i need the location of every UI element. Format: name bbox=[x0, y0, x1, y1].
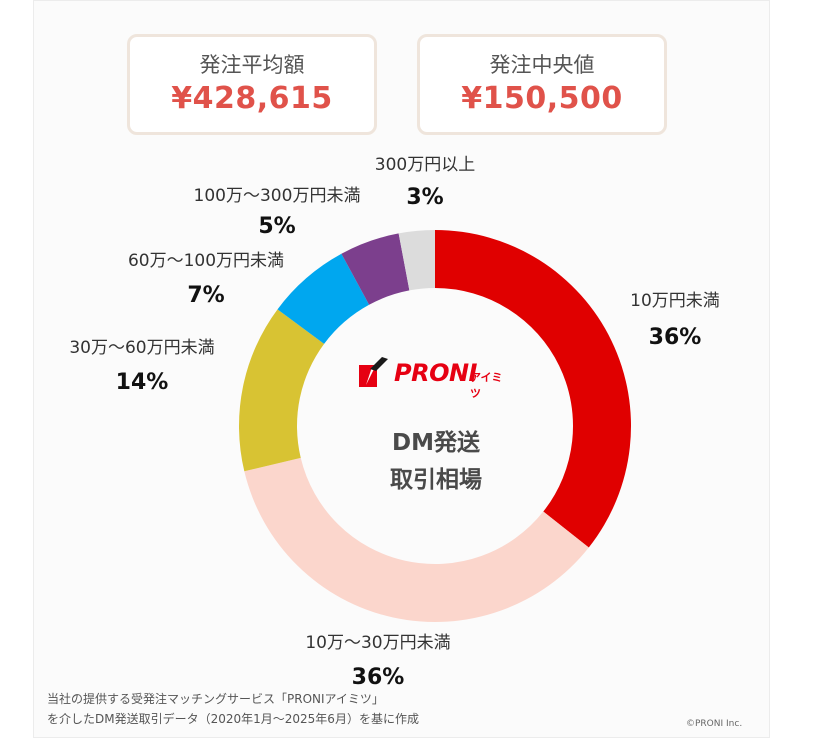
donut-slice-2 bbox=[244, 457, 589, 622]
slice-value-label: 7% bbox=[187, 283, 224, 308]
average-price-value: ¥428,615 bbox=[171, 81, 333, 116]
slice-category-label: 30万～60万円未満 bbox=[69, 338, 214, 358]
slice-category-label: 10万円未満 bbox=[630, 291, 720, 311]
footnote-line-2: を介したDM発送取引データ（2020年1月～2025年6月）を基に作成 bbox=[47, 712, 419, 726]
slice-value-label: 36% bbox=[352, 665, 405, 690]
donut-slices bbox=[239, 230, 631, 622]
slice-category-label: 60万～100万円未満 bbox=[128, 251, 284, 271]
median-price-box: 発注中央値 ¥150,500 bbox=[417, 34, 667, 135]
center-caption-line-2: 取引相場 bbox=[390, 467, 482, 493]
donut-slice-1 bbox=[435, 230, 631, 548]
median-price-label: 発注中央値 bbox=[489, 53, 595, 77]
proni-logo-icon bbox=[359, 357, 388, 387]
proni-logo: PRONI アイミツ bbox=[352, 355, 512, 400]
donut-slice-5 bbox=[341, 233, 410, 305]
median-price-value: ¥150,500 bbox=[461, 81, 623, 116]
slice-category-label: 10万～30万円未満 bbox=[305, 633, 450, 653]
footnote-line-1: 当社の提供する受発注マッチングサービス「PRONIアイミツ」 bbox=[47, 692, 384, 706]
donut-slice-6 bbox=[398, 230, 435, 291]
slice-value-label: 14% bbox=[116, 370, 169, 395]
slice-category-label: 300万円以上 bbox=[375, 155, 475, 175]
proni-logo-text: PRONI bbox=[394, 359, 478, 387]
slice-labels: 10万円未満 36% 10万～30万円未満 36% 30万～60万円未満 14% 60万～1… bbox=[69, 155, 719, 690]
copyright-text: ©PRONI Inc. bbox=[686, 719, 743, 729]
proni-logo-suffix: アイミツ bbox=[470, 371, 503, 400]
slice-value-label: 5% bbox=[258, 214, 295, 239]
slice-category-label: 100万～300万円未満 bbox=[194, 186, 361, 206]
donut-slice-4 bbox=[277, 253, 370, 344]
average-price-box: 発注平均額 ¥428,615 bbox=[127, 34, 377, 135]
average-price-label: 発注平均額 bbox=[199, 53, 305, 77]
center-caption-line-1: DM発送 bbox=[392, 430, 480, 456]
donut-slice-3 bbox=[239, 309, 325, 472]
slice-value-label: 36% bbox=[649, 325, 702, 350]
slice-value-label: 3% bbox=[406, 185, 443, 210]
